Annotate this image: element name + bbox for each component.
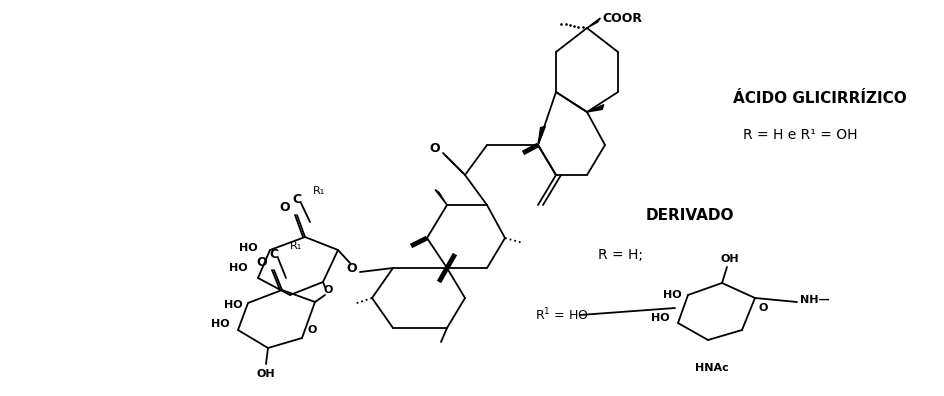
Text: HO: HO [664,290,682,300]
Text: O: O [257,255,267,268]
Text: DERIVADO: DERIVADO [646,208,734,223]
Text: HO: HO [211,319,230,329]
Text: HO: HO [229,263,248,273]
Text: NH—: NH— [800,295,830,305]
Text: HO: HO [240,243,258,253]
Text: ÁCIDO GLICIRRÍZICO: ÁCIDO GLICIRRÍZICO [733,91,907,105]
Text: HO: HO [651,313,670,323]
Text: O: O [308,325,316,335]
Text: C: C [269,248,278,261]
Text: R₁: R₁ [313,186,326,196]
Polygon shape [587,18,600,28]
Text: O: O [323,285,332,295]
Text: R$^1$ = HO: R$^1$ = HO [535,307,589,323]
Text: O: O [279,200,291,213]
Polygon shape [435,190,447,205]
Text: HO: HO [225,300,243,310]
Text: HNAc: HNAc [695,363,729,373]
Text: OH: OH [257,369,276,379]
Text: COOR: COOR [602,11,642,25]
Text: O: O [758,303,767,313]
Polygon shape [538,126,546,145]
Text: R₁: R₁ [290,241,302,251]
Text: O: O [430,141,440,154]
Text: O: O [346,261,358,274]
Text: C: C [293,192,301,206]
Text: OH: OH [720,254,739,264]
Text: R = H;: R = H; [598,248,643,262]
Polygon shape [587,105,604,112]
Text: R = H e R¹ = OH: R = H e R¹ = OH [743,128,857,142]
